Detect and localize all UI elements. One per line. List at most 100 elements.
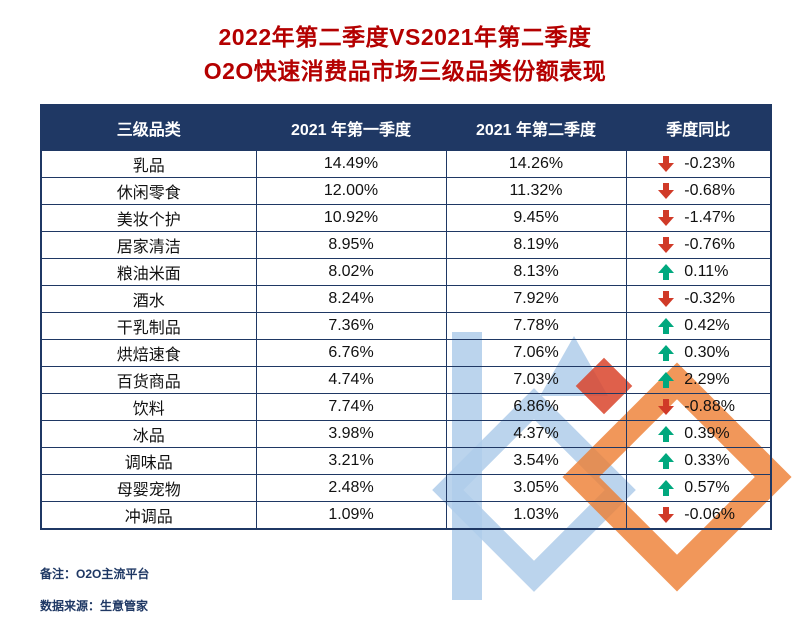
q1-value-cell: 7.74% — [255, 393, 447, 421]
yoy-content: 0.11% — [631, 263, 767, 281]
yoy-cell: 0.11% — [625, 258, 772, 286]
category-cell: 酒水 — [40, 285, 257, 313]
yoy-cell: 0.30% — [625, 339, 772, 367]
up-arrow-icon — [658, 453, 674, 469]
page-title: 2022年第二季度VS2021年第二季度 O2O快速消费品市场三级品类份额表现 — [0, 0, 810, 88]
table-row: 粮油米面 8.02% 8.13% 0.11% — [40, 258, 772, 286]
table-row: 美妆个护 10.92% 9.45% -1.47% — [40, 204, 772, 232]
q1-value-cell: 8.02% — [255, 258, 447, 286]
yoy-cell: 2.29% — [625, 366, 772, 394]
q1-value-cell: 2.48% — [255, 474, 447, 502]
category-share-table: 三级品类 2021 年第一季度 2021 年第二季度 季度同比 乳品 14.49% 14.… — [40, 104, 772, 530]
down-arrow-icon — [658, 507, 674, 523]
yoy-cell: -0.68% — [625, 177, 772, 205]
title-line-1: 2022年第二季度VS2021年第二季度 — [218, 24, 592, 50]
q1-value-cell: 4.74% — [255, 366, 447, 394]
table-row: 烘焙速食 6.76% 7.06% 0.30% — [40, 339, 772, 367]
table-row: 居家清洁 8.95% 8.19% -0.76% — [40, 231, 772, 259]
yoy-content: -0.76% — [631, 236, 767, 254]
yoy-content: 0.33% — [631, 452, 767, 470]
table-row: 酒水 8.24% 7.92% -0.32% — [40, 285, 772, 313]
yoy-content: 0.30% — [631, 344, 767, 362]
table-row: 干乳制品 7.36% 7.78% 0.42% — [40, 312, 772, 340]
up-arrow-icon — [658, 264, 674, 280]
q2-value-cell: 11.32% — [445, 177, 627, 205]
up-arrow-icon — [658, 480, 674, 496]
yoy-cell: 0.42% — [625, 312, 772, 340]
yoy-value: -0.88% — [684, 398, 735, 415]
category-cell: 乳品 — [40, 150, 257, 178]
yoy-content: 0.57% — [631, 479, 767, 497]
yoy-value: -0.32% — [684, 290, 735, 307]
table-header-row: 三级品类 2021 年第一季度 2021 年第二季度 季度同比 — [40, 104, 772, 151]
yoy-value: 0.57% — [684, 479, 730, 496]
up-arrow-icon — [658, 372, 674, 388]
yoy-content: -0.32% — [631, 290, 767, 308]
table-row: 冰品 3.98% 4.37% 0.39% — [40, 420, 772, 448]
category-cell: 美妆个护 — [40, 204, 257, 232]
down-arrow-icon — [658, 291, 674, 307]
yoy-value: 0.39% — [684, 425, 730, 442]
yoy-value: 2.29% — [684, 371, 730, 388]
q1-value-cell: 3.98% — [255, 420, 447, 448]
table-row: 调味品 3.21% 3.54% 0.33% — [40, 447, 772, 475]
yoy-cell: -0.06% — [625, 501, 772, 530]
yoy-value: -0.76% — [684, 236, 735, 253]
q2-value-cell: 3.05% — [445, 474, 627, 502]
q1-value-cell: 7.36% — [255, 312, 447, 340]
yoy-cell: -0.76% — [625, 231, 772, 259]
yoy-cell: 0.57% — [625, 474, 772, 502]
q2-value-cell: 8.19% — [445, 231, 627, 259]
q1-value-cell: 10.92% — [255, 204, 447, 232]
yoy-content: -0.23% — [631, 155, 767, 173]
yoy-value: 0.42% — [684, 317, 730, 334]
yoy-content: 0.42% — [631, 317, 767, 335]
q2-value-cell: 4.37% — [445, 420, 627, 448]
yoy-value: 0.11% — [684, 263, 729, 280]
yoy-content: -0.68% — [631, 182, 767, 200]
yoy-cell: 0.39% — [625, 420, 772, 448]
q2-value-cell: 8.13% — [445, 258, 627, 286]
q1-value-cell: 1.09% — [255, 501, 447, 530]
q2-value-cell: 9.45% — [445, 204, 627, 232]
category-cell: 烘焙速食 — [40, 339, 257, 367]
footnotes: 备注：O2O主流平台 数据来源：生意管家 — [40, 558, 149, 622]
q2-value-cell: 7.03% — [445, 366, 627, 394]
category-cell: 饮料 — [40, 393, 257, 421]
q2-value-cell: 7.92% — [445, 285, 627, 313]
down-arrow-icon — [658, 210, 674, 226]
q2-value-cell: 7.06% — [445, 339, 627, 367]
category-cell: 冰品 — [40, 420, 257, 448]
column-header-1: 2021 年第一季度 — [255, 104, 447, 151]
yoy-value: 0.33% — [684, 452, 730, 469]
up-arrow-icon — [658, 426, 674, 442]
table-row: 休闲零食 12.00% 11.32% -0.68% — [40, 177, 772, 205]
source-line: 数据来源：生意管家 — [40, 599, 149, 613]
q2-value-cell: 3.54% — [445, 447, 627, 475]
up-arrow-icon — [658, 345, 674, 361]
down-arrow-icon — [658, 183, 674, 199]
q1-value-cell: 3.21% — [255, 447, 447, 475]
yoy-content: -0.88% — [631, 398, 767, 416]
note-line: 备注：O2O主流平台 — [40, 567, 150, 581]
down-arrow-icon — [658, 399, 674, 415]
yoy-cell: -0.32% — [625, 285, 772, 313]
table-row: 饮料 7.74% 6.86% -0.88% — [40, 393, 772, 421]
yoy-cell: 0.33% — [625, 447, 772, 475]
q2-value-cell: 7.78% — [445, 312, 627, 340]
column-header-3: 季度同比 — [625, 104, 772, 151]
column-header-0: 三级品类 — [40, 104, 257, 151]
q2-value-cell: 1.03% — [445, 501, 627, 530]
yoy-value: 0.30% — [684, 344, 730, 361]
title-line-2: O2O快速消费品市场三级品类份额表现 — [203, 58, 607, 84]
category-cell: 干乳制品 — [40, 312, 257, 340]
q1-value-cell: 8.24% — [255, 285, 447, 313]
yoy-content: -0.06% — [631, 506, 767, 524]
category-cell: 百货商品 — [40, 366, 257, 394]
up-arrow-icon — [658, 318, 674, 334]
q2-value-cell: 6.86% — [445, 393, 627, 421]
table-row: 母婴宠物 2.48% 3.05% 0.57% — [40, 474, 772, 502]
yoy-value: -0.23% — [684, 155, 735, 172]
q1-value-cell: 6.76% — [255, 339, 447, 367]
